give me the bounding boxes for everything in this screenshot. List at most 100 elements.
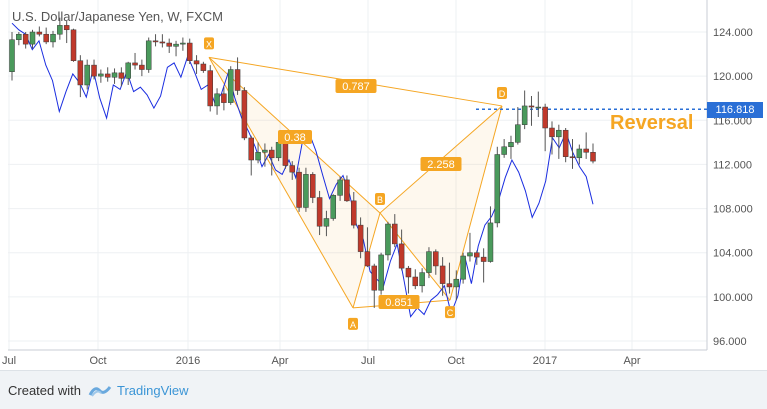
candle-up [173,43,179,47]
candle-up [84,64,90,86]
candle-down [186,42,193,61]
candle-down [166,42,172,47]
candle-down [590,152,596,162]
candle-up [501,146,507,155]
candle-down [405,267,412,278]
candle-down [22,33,29,45]
candle-down [296,171,302,208]
candle-up [508,142,514,148]
candle-down [104,73,111,78]
candle-down [77,60,84,86]
candle-down [562,129,569,157]
candle-down [200,63,207,71]
candle-down [412,276,419,287]
y-tick-label: 124.000 [713,27,753,39]
candle-up [337,179,343,196]
y-tick-label: 116.000 [713,115,752,127]
candle-down [364,251,371,267]
candle-down [528,105,535,108]
ratio-label-bg [378,295,420,309]
candle-up [180,42,186,45]
candle-up [125,62,131,79]
candle-down [480,256,487,262]
pattern-point-label: C [447,308,454,318]
candle-up [378,254,384,291]
ratio-label: 2.258 [427,159,455,171]
candle-down [282,142,289,166]
candle-up [460,255,466,280]
candle-down [371,265,378,291]
chart-title: U.S. Dollar/Japanese Yen, W, FXCM [12,9,223,24]
candle-up [16,33,22,40]
y-tick-label: 100.000 [713,292,753,304]
candle-up [303,174,309,208]
candle-up [98,73,104,77]
pattern-triangle-xab [209,57,380,308]
y-tick-label: 104.000 [713,248,753,260]
current-price-tag: 116.818 [707,102,763,118]
candle-up [521,105,528,125]
pattern-point-bg [445,306,455,319]
pattern-leg [379,212,451,301]
pattern-point-label: D [499,89,506,99]
candle-up [323,218,330,227]
candle-down [139,64,145,70]
x-tick-label: Jul [2,355,16,367]
x-tick-label: Apr [623,355,640,367]
candle-up [275,142,282,159]
reversal-annotation: Reversal [610,112,694,134]
y-tick-label: 120.000 [713,71,753,83]
candle-down [549,127,555,138]
price-chart[interactable]: 96.000 100.000 104.000 108.000 112.000 116.00… [0,0,767,370]
candle-down [132,62,138,66]
pattern-point-label: X [206,39,212,49]
x-tick-label: Oct [89,355,106,367]
candle-down [241,90,248,139]
candle-down [159,41,166,44]
candle-up [262,149,268,153]
candle-up [576,148,583,159]
plot-area [8,0,707,350]
candle-down [43,33,49,43]
candle-up [29,31,36,45]
candle-down [248,137,254,161]
candle-up [515,124,521,143]
candle-up [111,72,118,78]
ratio-label: 0.851 [385,297,413,309]
candle-down [344,179,350,202]
ratio-label-bg [420,157,462,171]
candle-down [583,148,589,153]
candle-up [426,251,432,273]
candle-down [392,223,398,245]
candle-down [351,200,357,226]
candle-up [9,39,15,72]
candle-down [221,93,227,103]
pattern-point-bg [497,86,507,99]
pattern-point-bg [348,317,358,330]
candle-up [227,69,234,103]
candle-up [57,25,63,35]
pattern-point-label: A [350,320,356,330]
candle-down [446,283,453,288]
candle-down [542,106,548,129]
candle-up [487,222,494,262]
candle-down [357,224,364,252]
candle-down [439,265,446,284]
candle-down [433,251,439,267]
tradingview-link[interactable]: TradingView [117,383,189,398]
pattern-point-bg [375,192,385,205]
candle-up [255,152,261,161]
x-tick-label: Oct [447,355,464,367]
candle-down [310,174,316,198]
footer-bar: Created with TradingView [0,370,767,409]
candle-down [268,149,275,159]
candle-up [453,278,460,288]
y-tick-label: 96.000 [713,336,747,348]
candle-down [193,60,200,65]
y-tick-label: 108.000 [713,204,753,216]
candle-down [118,72,125,79]
candle-down [152,40,159,43]
pattern-triangle-bcd [380,105,502,301]
tradingview-logo-icon[interactable] [88,381,112,399]
candle-up [556,129,562,138]
